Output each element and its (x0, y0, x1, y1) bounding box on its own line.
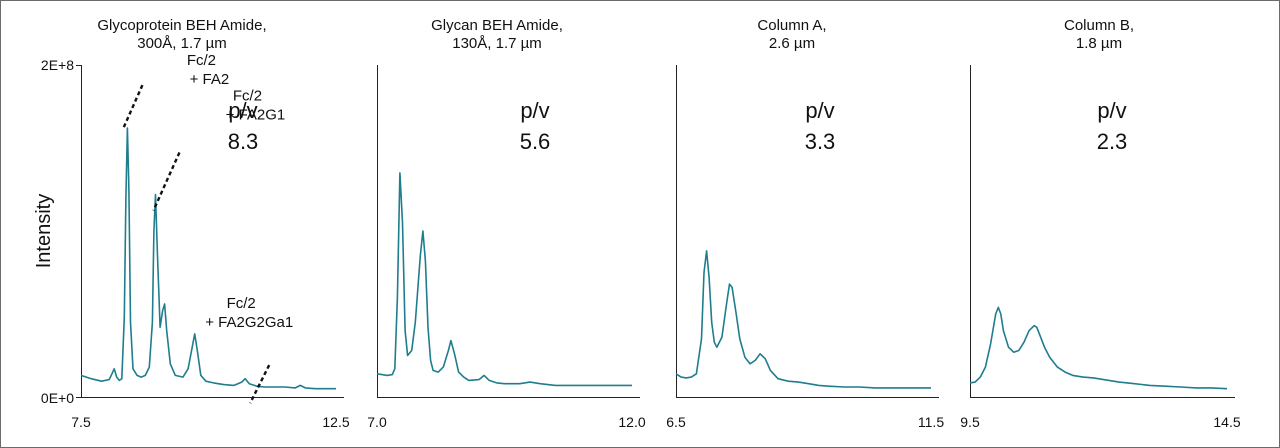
chromatogram-trace (675, 250, 931, 389)
pv-label: p/v (228, 98, 257, 123)
panel-title-line: Column A, (757, 17, 826, 34)
chromatogram-trace (969, 306, 1228, 390)
x-tick-label: 11.5 (918, 414, 944, 430)
annotation-leader-line (249, 364, 271, 404)
peak-annotation-line: Fc/2 (233, 87, 262, 104)
panel-title-line: 300Å, 1.7 µm (137, 35, 227, 52)
x-tick-label: 9.5 (960, 414, 980, 430)
chromatogram-trace (80, 127, 336, 390)
peak-annotation-line: + FA2 (190, 71, 230, 88)
chromatogram-trace (376, 172, 632, 387)
x-tick-label: 14.5 (1213, 414, 1240, 430)
peak-annotation-line: + FA2G2Ga1 (205, 314, 293, 331)
panel-title-line: Column B, (1064, 17, 1134, 34)
panel-title-line: Glycoprotein BEH Amide, (97, 17, 266, 34)
x-tick-label: 12.5 (322, 414, 349, 430)
annotation-leader-line (152, 151, 181, 211)
peak-annotation-line: Fc/2 (227, 295, 256, 312)
x-tick-label: 6.5 (666, 414, 686, 430)
annotation-leader-line (122, 84, 144, 129)
peak-annotation-line: Fc/2 (187, 52, 216, 69)
y-axis-label: Intensity (33, 194, 55, 268)
panel-title-line: 130Å, 1.7 µm (452, 35, 542, 52)
x-tick-label: 7.0 (367, 414, 387, 430)
panel-title-line: Glycan BEH Amide, (431, 17, 563, 34)
pv-label: p/v (805, 98, 834, 123)
pv-label: p/v (1097, 98, 1126, 123)
pv-label: p/v (520, 98, 549, 123)
x-tick-label: 7.5 (71, 414, 91, 430)
y-tick-label: 0E+0 (41, 390, 74, 406)
x-tick-label: 12.0 (618, 414, 645, 430)
y-tick-label: 2E+8 (41, 57, 74, 73)
pv-value: 2.3 (1097, 129, 1128, 154)
pv-value: 5.6 (520, 129, 551, 154)
peak-annotation-line: + FA2G1 (226, 106, 286, 123)
panel-title-line: 2.6 µm (769, 35, 815, 52)
panel-title-line: 1.8 µm (1076, 35, 1122, 52)
pv-value: 8.3 (228, 129, 259, 154)
pv-value: 3.3 (805, 129, 836, 154)
